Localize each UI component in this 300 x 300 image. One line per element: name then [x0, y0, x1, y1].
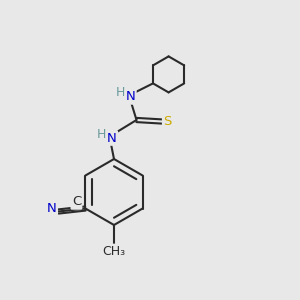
- Text: CH₃: CH₃: [102, 245, 126, 258]
- Text: C: C: [72, 195, 81, 208]
- Text: N: N: [47, 202, 57, 215]
- Text: N: N: [107, 131, 117, 145]
- Text: S: S: [163, 115, 172, 128]
- Text: H: H: [116, 86, 125, 100]
- Text: N: N: [126, 90, 135, 104]
- Text: H: H: [96, 128, 106, 141]
